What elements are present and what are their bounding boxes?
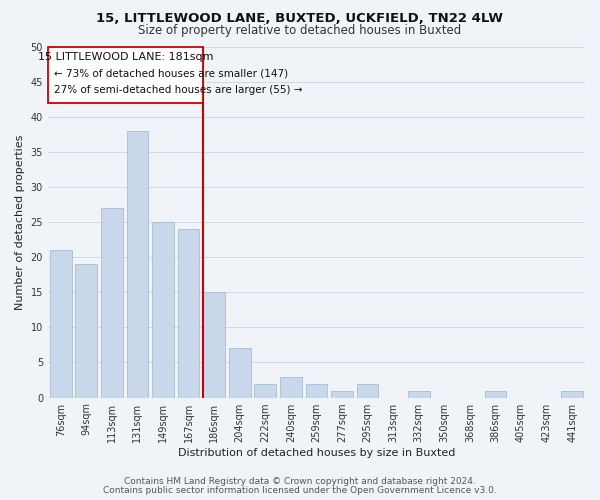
Text: ← 73% of detached houses are smaller (147): ← 73% of detached houses are smaller (14… [53,68,287,78]
Text: 15 LITTLEWOOD LANE: 181sqm: 15 LITTLEWOOD LANE: 181sqm [38,52,214,62]
Bar [331,390,353,398]
Bar [408,390,430,398]
Bar [203,292,225,398]
Y-axis label: Number of detached properties: Number of detached properties [15,134,25,310]
Bar [49,46,203,102]
Text: Contains public sector information licensed under the Open Government Licence v3: Contains public sector information licen… [103,486,497,495]
Text: 27% of semi-detached houses are larger (55) →: 27% of semi-detached houses are larger (… [53,85,302,95]
Bar [76,264,97,398]
Bar [280,376,302,398]
Text: Contains HM Land Registry data © Crown copyright and database right 2024.: Contains HM Land Registry data © Crown c… [124,478,476,486]
Bar [254,384,276,398]
Bar [485,390,506,398]
Bar [178,229,199,398]
Bar [229,348,251,398]
Bar [357,384,379,398]
Text: 15, LITTLEWOOD LANE, BUXTED, UCKFIELD, TN22 4LW: 15, LITTLEWOOD LANE, BUXTED, UCKFIELD, T… [97,12,503,26]
Bar [50,250,71,398]
X-axis label: Distribution of detached houses by size in Buxted: Distribution of detached houses by size … [178,448,455,458]
Bar [562,390,583,398]
Bar [101,208,123,398]
Text: Size of property relative to detached houses in Buxted: Size of property relative to detached ho… [139,24,461,37]
Bar [127,131,148,398]
Bar [152,222,174,398]
Bar [305,384,328,398]
